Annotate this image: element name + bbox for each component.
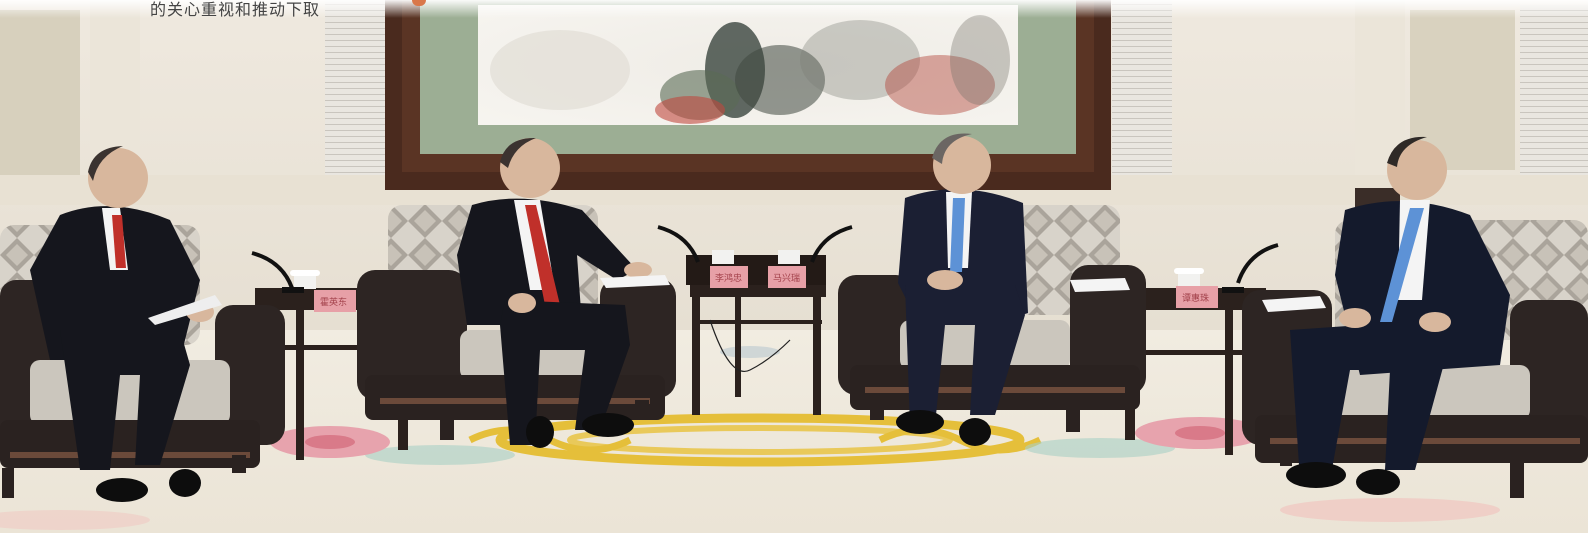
landscape-painting bbox=[385, 0, 1111, 190]
person-4 bbox=[1262, 136, 1510, 495]
caption-strip: 的关心重视和推动下取 bbox=[0, 0, 1588, 19]
svg-text:马兴瑞: 马兴瑞 bbox=[773, 272, 800, 284]
svg-text:霍英东: 霍英东 bbox=[320, 296, 347, 308]
person-2 bbox=[457, 137, 670, 448]
wall-vent-right bbox=[1520, 5, 1588, 175]
svg-text:李鸿忠: 李鸿忠 bbox=[715, 272, 742, 284]
center-table: 李鸿忠 马兴瑞 bbox=[657, 225, 853, 415]
wall-panel-left bbox=[0, 10, 80, 175]
svg-text:谭惠珠: 谭惠珠 bbox=[1182, 292, 1209, 304]
window-blind-right bbox=[1112, 0, 1172, 175]
window-blind-left bbox=[325, 0, 385, 175]
person-3 bbox=[896, 133, 1130, 446]
person-1 bbox=[30, 146, 222, 502]
caption-mark bbox=[412, 0, 426, 6]
caption-fragment: 的关心重视和推动下取 bbox=[150, 0, 321, 19]
